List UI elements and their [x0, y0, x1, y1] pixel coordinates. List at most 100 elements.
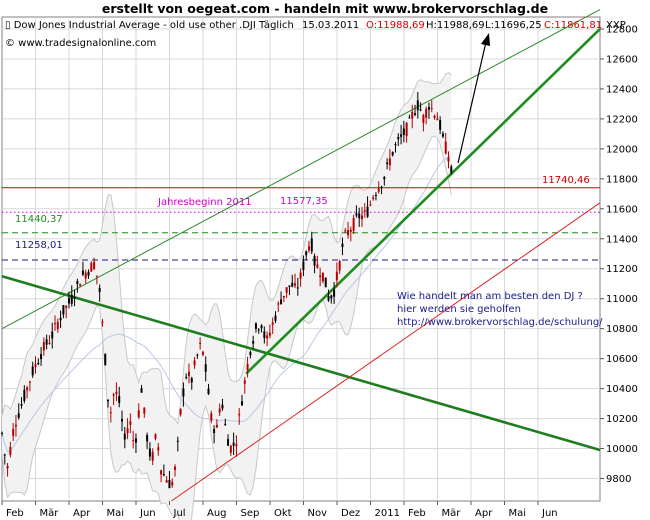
candle-body	[227, 439, 230, 446]
x-tick-label: Feb	[6, 508, 24, 519]
x-tick-label: Dez	[341, 508, 360, 519]
candle-body	[372, 197, 375, 199]
candle-body	[79, 284, 82, 287]
candle-body	[229, 445, 232, 453]
candle-body	[165, 480, 168, 483]
candle-body	[45, 339, 48, 345]
level-label-11577: 11577,35	[280, 196, 328, 207]
candle-body	[427, 107, 430, 110]
candle-body	[51, 331, 54, 339]
candle-body	[23, 389, 26, 401]
candle-body	[42, 342, 45, 351]
x-tick-label: Jul	[173, 508, 186, 519]
candle-body	[249, 351, 252, 356]
candle-body	[143, 407, 146, 414]
candle-body	[221, 404, 224, 409]
candle-body	[414, 113, 417, 115]
x-tick-label: Sep	[241, 508, 260, 519]
y-tick-label: 11200	[606, 264, 638, 275]
candle-body	[199, 342, 202, 344]
y-tick-label: 11600	[606, 204, 638, 215]
y-tick-label: 10800	[606, 324, 638, 335]
candle-body	[355, 213, 358, 216]
candle-body	[302, 261, 305, 270]
candle-body	[129, 421, 132, 425]
candle-body	[352, 218, 355, 231]
candle-body	[422, 115, 425, 123]
candle-body	[291, 282, 294, 287]
band-fill	[2, 72, 452, 520]
candle-body	[6, 465, 9, 469]
copyright: © www.tradesignalonline.com	[5, 38, 156, 49]
y-tick-label: 12200	[606, 114, 638, 125]
x-tick-label: Aug	[207, 508, 227, 519]
trendline-0	[1, 274, 601, 452]
candle-body	[266, 335, 269, 339]
candle-body	[238, 413, 241, 416]
candle-body	[54, 323, 57, 325]
candle-body	[321, 272, 324, 282]
header-symbol: XXP	[606, 20, 626, 31]
trendline-1	[245, 28, 601, 375]
candle-body	[87, 271, 90, 276]
candle-body	[330, 295, 333, 299]
candle-body	[213, 428, 216, 434]
x-tick-label: Apr	[73, 508, 91, 519]
candle-body	[271, 322, 274, 325]
broker-note: Wie handelt man am besten den DJ ? hier …	[397, 291, 603, 328]
candle-body	[193, 360, 196, 366]
candle-body	[374, 195, 377, 197]
candle-body	[218, 408, 221, 413]
candle-body	[146, 435, 149, 442]
chart-title: ▯ Dow Jones Industrial Average - old use…	[5, 20, 294, 31]
band-upper	[1, 72, 452, 425]
candle-body	[107, 399, 110, 402]
candle-body	[123, 433, 126, 440]
doc-icon: ▯	[5, 20, 14, 31]
x-tick-label: Mai	[509, 508, 527, 519]
candle-body	[160, 470, 163, 475]
candle-body	[59, 317, 62, 321]
note-link[interactable]: http://www.brokervorschlag.de/schulung/	[397, 317, 603, 328]
candle-body	[76, 281, 79, 284]
y-tick-label: 11000	[606, 294, 638, 305]
x-tick-label: Jun	[541, 508, 558, 519]
candle-body	[299, 272, 302, 279]
candle-body	[280, 299, 283, 305]
candle-body	[132, 440, 135, 442]
candle-body	[179, 409, 182, 415]
candle-body	[207, 388, 210, 395]
candle-body	[115, 391, 118, 395]
x-tick-label: 2011	[375, 508, 400, 519]
x-tick-label: Mär	[442, 508, 462, 519]
candle-body	[37, 362, 40, 365]
candle-body	[288, 285, 291, 287]
x-tick-label: Jun	[139, 508, 156, 519]
candle-body	[377, 188, 380, 192]
candle-body	[187, 371, 190, 376]
candle-body	[98, 287, 101, 292]
y-tick-label: 11400	[606, 234, 638, 245]
candle-body	[171, 481, 174, 486]
candle-body	[444, 141, 447, 154]
candle-body	[210, 413, 213, 421]
x-tick-label: Mär	[40, 508, 60, 519]
candle-body	[93, 261, 96, 270]
y-tick-label: 12800	[606, 24, 638, 35]
y-tick-label: 11800	[606, 174, 638, 185]
moving-average-line	[1, 154, 452, 453]
y-tick-label: 10600	[606, 354, 638, 365]
candle-body	[157, 447, 160, 451]
candle-body	[310, 238, 313, 252]
candle-body	[81, 270, 84, 275]
candle-body	[148, 448, 151, 457]
candle-body	[402, 128, 405, 135]
candle-body	[439, 120, 442, 130]
candle-body	[307, 246, 310, 251]
level-label-11440: 11440,37	[15, 214, 63, 225]
candle-body	[296, 287, 299, 289]
candle-body	[126, 428, 129, 434]
candle-body	[40, 354, 43, 360]
header-date: 15.03.2011	[302, 20, 359, 31]
